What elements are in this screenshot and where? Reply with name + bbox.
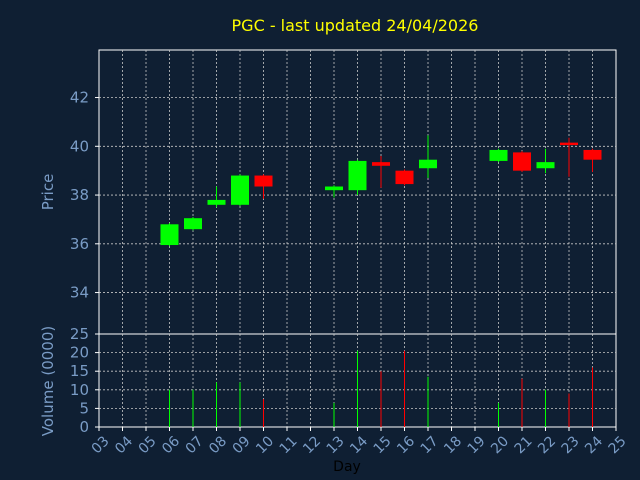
volume-tick-label: 15: [70, 362, 89, 380]
candle-body-down: [513, 152, 531, 171]
x-tick-label: 17: [418, 433, 442, 457]
x-tick-label: 15: [371, 433, 395, 457]
candle-body-up: [207, 199, 226, 205]
candle-body-down: [395, 170, 414, 185]
candle-body-down: [560, 142, 578, 146]
candle-body-up: [160, 224, 179, 246]
candle-body-up: [489, 149, 508, 161]
volume-bars: [169, 350, 593, 427]
x-tick-label: 04: [112, 433, 136, 457]
x-tick-label: 12: [300, 433, 324, 457]
volume-tick-label: 20: [70, 344, 89, 362]
price-tick-label: 38: [70, 186, 89, 204]
price-tick-label: 40: [70, 137, 89, 155]
chart-title: PGC - last updated 24/04/2026: [232, 16, 479, 35]
x-tick-label: 08: [206, 433, 230, 457]
x-tick-label: 16: [394, 433, 418, 457]
price-tick-label: 36: [70, 235, 89, 253]
x-tick-label: 07: [183, 433, 207, 457]
volume-axis-label: Volume (0000): [39, 326, 57, 436]
candle-body-down: [254, 175, 273, 187]
x-tick-label: 10: [253, 433, 277, 457]
x-tick-label: 11: [277, 433, 301, 457]
x-tick-label: 14: [347, 433, 371, 457]
price-panel: 34 36 38 40 42 Price: [39, 49, 617, 335]
price-tick-label: 42: [70, 89, 89, 107]
candle-body-up: [536, 162, 555, 169]
x-tick-label: 09: [230, 433, 254, 457]
x-tick-label: 22: [535, 433, 559, 457]
candle-body-up: [231, 175, 249, 205]
candle-body-down: [583, 149, 602, 160]
volume-tick-label: 5: [79, 399, 89, 417]
candle-body-up: [419, 159, 437, 169]
x-tick-label: 05: [136, 433, 160, 457]
x-tick-label: 25: [606, 433, 630, 457]
x-tick-label: 20: [488, 433, 512, 457]
x-tick-label: 06: [159, 433, 183, 457]
x-tick-label: 13: [324, 433, 348, 457]
x-tick-label: 21: [512, 433, 536, 457]
x-tick-label: 18: [441, 433, 465, 457]
x-axis: 03 04 05 06 07 08 09 10 11 12 13 14 15 16 17 18 19 20 21 22…: [89, 427, 630, 457]
price-axis: 34 36 38 40 42: [70, 89, 99, 302]
candle-body-down: [372, 162, 390, 166]
candles: [160, 135, 602, 247]
x-axis-label: Day: [333, 459, 361, 475]
candle-body-up: [348, 160, 367, 191]
volume-tick-label: 10: [70, 381, 89, 399]
x-tick-label: 24: [582, 433, 606, 457]
x-tick-label: 23: [559, 433, 583, 457]
volume-tick-label: 0: [79, 418, 89, 436]
price-tick-label: 34: [70, 284, 89, 302]
candle-body-up: [184, 218, 202, 230]
candle-body-up: [325, 186, 343, 191]
x-tick-label: 03: [89, 433, 113, 457]
volume-tick-label: 25: [70, 325, 89, 343]
x-tick-label: 19: [465, 433, 489, 457]
price-axis-label: Price: [39, 174, 57, 211]
